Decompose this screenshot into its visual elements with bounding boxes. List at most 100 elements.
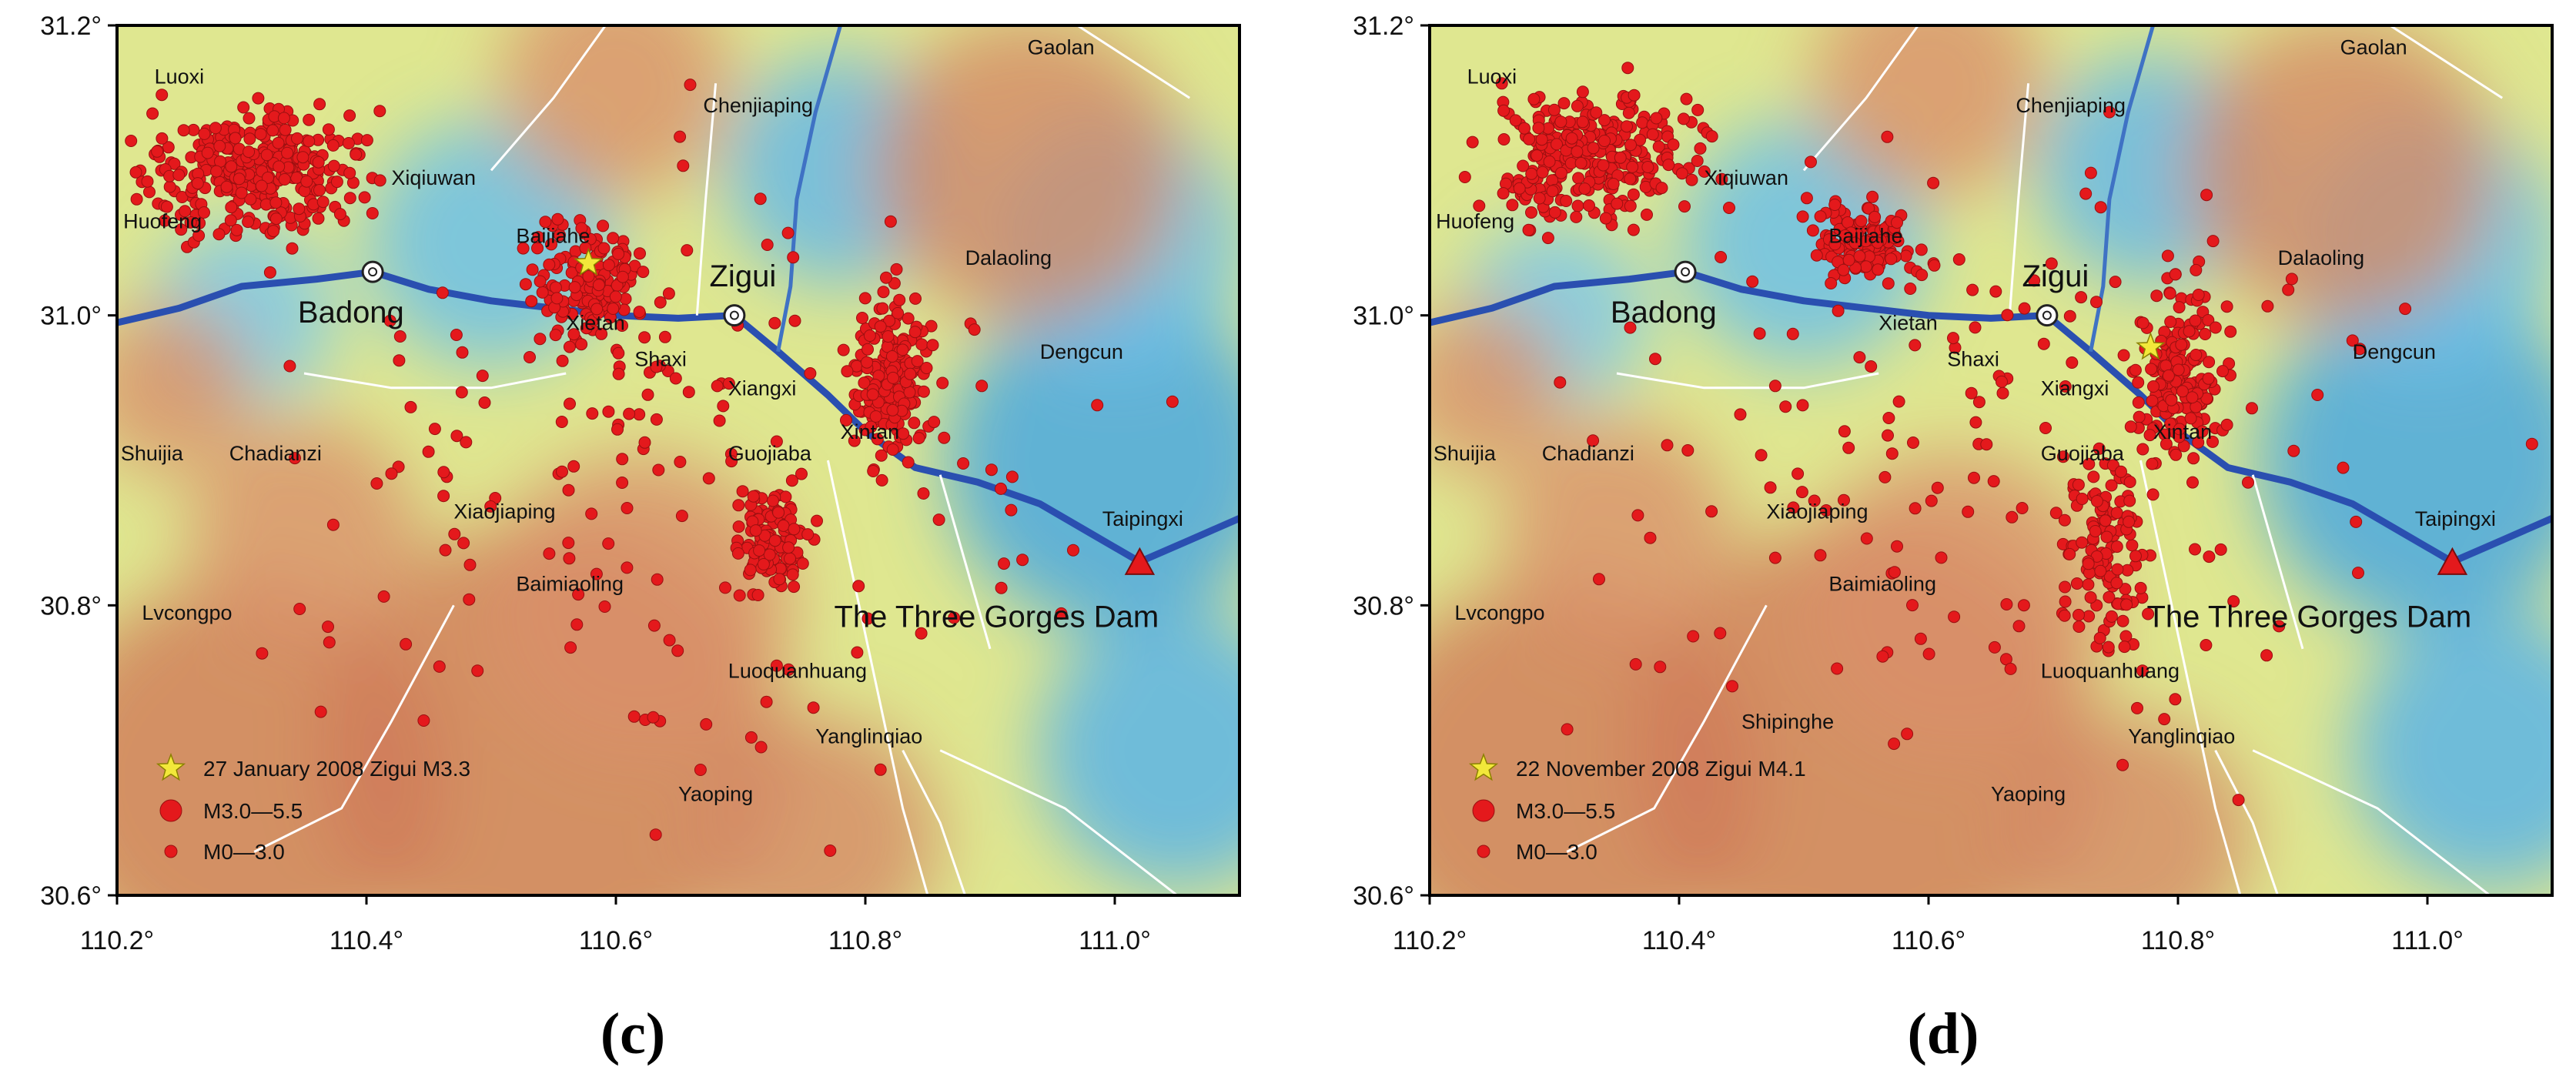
place-label: Dengcun: [1040, 340, 1123, 363]
earthquake-dot: [866, 388, 879, 401]
earthquake-dot: [269, 196, 283, 209]
place-label: Baimiaoling: [1828, 573, 1936, 596]
earthquake-dot: [1842, 253, 1855, 266]
earthquake-dot: [2073, 620, 2086, 633]
earthquake-dot: [681, 244, 694, 257]
earthquake-dot: [565, 266, 578, 279]
earthquake-dot: [602, 537, 615, 550]
town-marker-core: [2042, 310, 2052, 320]
earthquake-dot: [269, 212, 283, 226]
earthquake-dot: [1624, 321, 1637, 334]
earthquake-dot: [400, 637, 413, 651]
earthquake-dot: [948, 611, 961, 624]
ridge-shade: [873, 25, 1182, 325]
x-tick-label: 110.2°: [80, 926, 154, 955]
panel-caption-c: (c): [600, 1002, 666, 1066]
earthquake-dot: [534, 275, 547, 288]
earthquake-dot: [1972, 396, 1986, 409]
earthquake-dot: [840, 413, 852, 426]
earthquake-dot: [662, 287, 675, 300]
ridge-shade: [1813, 25, 2044, 199]
earthquake-dot: [731, 547, 744, 560]
earthquake-dot: [233, 172, 246, 186]
earthquake-dot: [2169, 268, 2182, 281]
y-tick-label: 31.2°: [40, 12, 102, 41]
valley-shade: [2258, 291, 2552, 630]
seismicity-map-d: Luoxi Gaolan Chenjiaping Xiqiuwan Huofeng Bai…: [1353, 12, 2554, 955]
earthquake-dot: [519, 278, 532, 291]
earthquake-dot: [184, 216, 197, 229]
earthquake-dot: [2189, 543, 2201, 556]
town-marker-core: [368, 267, 378, 277]
earthquake-dot: [2083, 610, 2096, 623]
earthquake-dot: [590, 567, 603, 580]
place-label: Xiaojiaping: [1766, 500, 1868, 523]
earthquake-dot: [2063, 309, 2076, 323]
place-label: Badong: [1611, 296, 1717, 329]
earthquake-dot: [1691, 155, 1704, 167]
earthquake-dot: [563, 552, 576, 565]
earthquake-dot: [616, 319, 628, 332]
earthquake-dot: [1969, 416, 1982, 429]
earthquake-dot: [2059, 380, 2072, 393]
earthquake-dot: [796, 557, 809, 570]
map-frame: [115, 24, 1241, 897]
earthquake-dot: [323, 636, 336, 649]
place-label: Shaxi: [1947, 348, 1999, 371]
earthquake-dot: [1621, 120, 1633, 133]
topography-layer: Luoxi Gaolan Chenjiaping Xiqiuwan Huofeng Bai…: [117, 25, 1239, 895]
x-tick-label: 111.0°: [2391, 926, 2464, 955]
earthquake-dot: [1892, 395, 1905, 408]
earthquake-dot: [262, 171, 274, 184]
earthquake-dot: [768, 316, 781, 329]
earthquake-dot: [917, 385, 930, 398]
earthquake-dot: [179, 205, 192, 218]
earthquake-dot: [263, 266, 276, 279]
earthquake-dot: [1787, 501, 1800, 514]
earthquake-dot: [2073, 608, 2085, 621]
earthquake-dot: [551, 212, 564, 226]
earthquake-dot: [1952, 253, 1965, 266]
earthquake-dot: [2136, 443, 2149, 456]
earthquake-dot: [2039, 422, 2052, 434]
place-label: Zigui: [710, 259, 777, 293]
earthquake-dot: [682, 386, 695, 399]
earthquake-dot: [863, 329, 876, 342]
earthquake-dot: [781, 226, 795, 239]
earthquake-dot: [2285, 273, 2298, 286]
earthquake-dot: [2006, 510, 2019, 523]
earthquake-dot: [1931, 481, 1944, 494]
earthquake-dot: [1969, 321, 1982, 334]
earthquake-dot: [536, 286, 549, 299]
earthquake-dot: [1810, 249, 1823, 262]
fault-line: [1802, 25, 1920, 172]
earthquake-dot: [623, 407, 636, 420]
legend-large-dot-icon: [1472, 799, 1495, 822]
earthquake-dot: [1624, 172, 1637, 186]
earthquake-dot: [2175, 338, 2188, 351]
earthquake-dot: [568, 281, 581, 294]
map-panel-c: Luoxi Gaolan Chenjiaping Xiqiuwan Huofeng Bai…: [0, 0, 1263, 1077]
earthquake-dot: [2132, 376, 2145, 389]
earthquake-dot: [2109, 276, 2122, 289]
earthquake-dot: [1543, 155, 1556, 168]
earthquake-dot: [1705, 505, 1718, 518]
earthquake-dot: [1652, 140, 1665, 153]
mainshock-star-icon: [2136, 331, 2166, 360]
earthquake-dot: [1641, 208, 1653, 221]
earthquake-dot: [1662, 159, 1675, 172]
earthquake-dot: [177, 124, 190, 137]
earthquake-dot: [2202, 372, 2215, 385]
earthquake-dot: [1570, 210, 1583, 223]
earthquake-dot: [286, 242, 299, 255]
place-label: Xiqiuwan: [391, 166, 476, 189]
earthquake-dot: [1723, 202, 1735, 214]
earthquake-dot: [1868, 210, 1882, 223]
earthquake-dot: [1517, 159, 1530, 172]
earthquake-dot: [1513, 182, 1526, 195]
ridge-shade: [1430, 303, 1564, 473]
earthquake-dot: [235, 186, 248, 199]
earthquake-dot: [279, 123, 292, 136]
earthquake-dot: [2173, 423, 2186, 436]
earthquake-dot: [2189, 314, 2202, 327]
